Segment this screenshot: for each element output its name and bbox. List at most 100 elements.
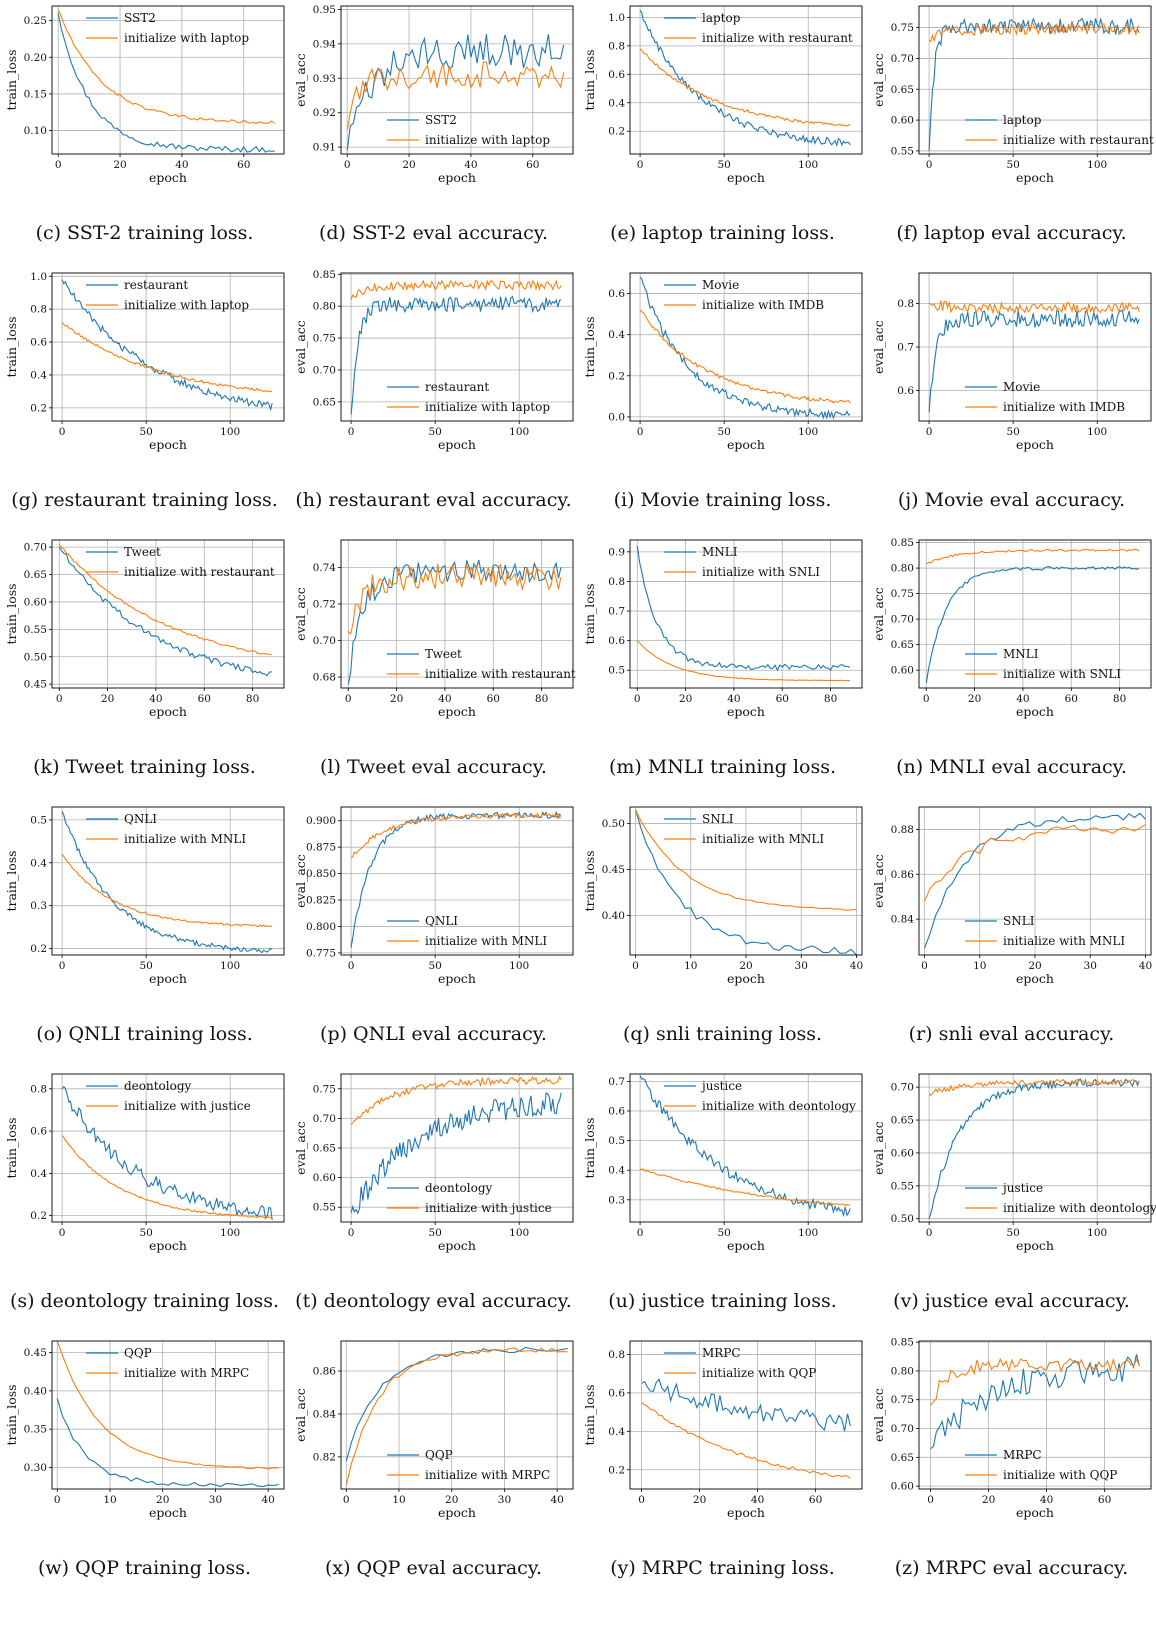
x-tick-label: 50 xyxy=(139,1227,152,1239)
series-line-0 xyxy=(923,812,1146,949)
y-axis-label: train_loss xyxy=(4,49,19,110)
y-tick-label: 0.5 xyxy=(608,1135,625,1147)
figure-caption: (j) Movie eval accuracy. xyxy=(867,489,1156,511)
figure-caption: (m) MNLI training loss. xyxy=(578,756,867,778)
y-tick-label: 0.65 xyxy=(313,1143,336,1155)
x-tick-label: 0 xyxy=(343,1494,350,1506)
y-tick-label: 0.6 xyxy=(608,1106,625,1118)
figure-caption: (g) restaurant training loss. xyxy=(0,489,289,511)
caption-text: MNLI training loss. xyxy=(647,756,837,778)
chart-panel-j: 0 50 100 0.6 0.7 0.8 epoch eval_acc Movie initial… xyxy=(867,267,1156,547)
x-axis-label: epoch xyxy=(438,704,476,719)
legend-label: QQP xyxy=(124,1346,152,1360)
y-tick-label: 0.68 xyxy=(313,672,336,684)
y-tick-label: 0.86 xyxy=(891,869,915,881)
x-tick-label: 40 xyxy=(1139,960,1152,972)
figure-caption: (n) MNLI eval accuracy. xyxy=(867,756,1156,778)
y-tick-label: 0.72 xyxy=(313,598,336,610)
caption-text: deontology training loss. xyxy=(40,1290,280,1312)
y-tick-label: 0.80 xyxy=(313,301,336,313)
plot-frame xyxy=(51,806,285,956)
chart-svg: 0 20 40 60 0.10 0.15 0.20 0.25 epoch train_loss SS… xyxy=(4,5,285,185)
y-tick-label: 0.75 xyxy=(313,1083,336,1095)
y-tick-label: 0.0 xyxy=(608,411,625,423)
caption-text: snli training loss. xyxy=(655,1023,823,1045)
legend-label: initialize with MRPC xyxy=(425,1468,550,1482)
y-tick-label: 0.60 xyxy=(891,1481,914,1493)
x-tick-label: 0 xyxy=(637,1227,644,1239)
series-line-0 xyxy=(639,1075,851,1218)
chart-svg: 0 50 100 0.2 0.4 0.6 0.8 1.0 epoch train_loss rest… xyxy=(4,271,285,452)
legend-label: initialize with restaurant xyxy=(1003,133,1154,147)
x-tick-label: 80 xyxy=(535,693,548,705)
figure-caption: (v) justice eval accuracy. xyxy=(867,1290,1156,1312)
figure-caption: (s) deontology training loss. xyxy=(0,1290,289,1312)
x-tick-label: 100 xyxy=(220,426,240,438)
caption-text: laptop eval accuracy. xyxy=(924,222,1127,244)
y-tick-label: 0.7 xyxy=(897,342,914,354)
x-tick-label: 0 xyxy=(59,1227,66,1239)
x-tick-label: 30 xyxy=(1084,960,1097,972)
y-tick-label: 0.74 xyxy=(313,562,337,574)
x-axis-label: epoch xyxy=(149,1505,187,1520)
legend-label: initialize with deontology xyxy=(1003,1201,1156,1215)
chart-svg: 0 10 20 30 40 0.82 0.84 0.86 epoch eval_acc QQP ini… xyxy=(293,1340,574,1520)
chart-svg: 0 50 100 0.65 0.70 0.75 0.80 0.85 epoch eval_accr… xyxy=(293,269,574,452)
caption-text: snli eval accuracy. xyxy=(938,1023,1115,1045)
x-tick-label: 100 xyxy=(798,426,818,438)
legend-label: QQP xyxy=(425,1448,453,1462)
caption-text: laptop training loss. xyxy=(642,222,835,244)
y-tick-label: 0.2 xyxy=(30,402,47,414)
chart-svg: 0 50 100 0.2 0.3 0.4 0.5 epoch train_loss QNLI ini… xyxy=(4,806,285,986)
x-tick-label: 100 xyxy=(1087,159,1107,171)
x-tick-label: 40 xyxy=(261,1494,274,1506)
figure-caption: (p) QNLI eval accuracy. xyxy=(289,1023,578,1045)
y-tick-label: 0.4 xyxy=(608,329,625,341)
y-tick-label: 0.91 xyxy=(313,142,336,154)
caption-label: (l) xyxy=(320,756,341,778)
x-tick-label: 40 xyxy=(1016,693,1029,705)
figure-caption: (x) QQP eval accuracy. xyxy=(289,1557,578,1579)
legend-label: initialize with restaurant xyxy=(124,565,275,579)
series-line-0 xyxy=(56,1398,279,1488)
caption-label: (v) xyxy=(893,1290,919,1312)
y-tick-label: 0.8 xyxy=(608,40,625,52)
y-tick-label: 0.92 xyxy=(313,107,336,119)
y-tick-label: 0.2 xyxy=(30,1210,47,1222)
y-axis-label: train_loss xyxy=(582,1117,597,1178)
y-tick-label: 0.7 xyxy=(608,1076,625,1088)
y-tick-label: 0.82 xyxy=(313,1451,336,1463)
chart-svg: 0 50 100 0.55 0.60 0.65 0.70 0.75 epoch eval_accd… xyxy=(293,1073,574,1253)
series-line-1 xyxy=(639,48,851,127)
plot-frame xyxy=(51,272,285,422)
y-tick-label: 0.40 xyxy=(602,910,625,922)
y-tick-label: 0.55 xyxy=(24,624,47,636)
x-tick-label: 60 xyxy=(487,693,500,705)
x-axis-label: epoch xyxy=(149,1238,187,1253)
chart-panel-w: 0 10 20 30 40 0.30 0.35 0.40 0.45 epoch train_loss… xyxy=(0,1335,289,1615)
x-tick-label: 0 xyxy=(348,1227,355,1239)
y-tick-label: 0.4 xyxy=(608,1165,625,1177)
figure-caption: (h) restaurant eval accuracy. xyxy=(289,489,578,511)
chart-panel-r: 0 10 20 30 40 0.84 0.86 0.88 epoch eval_acc SNLI in… xyxy=(867,801,1156,1081)
chart-panel-p: 0 50 100 0.775 0.800 0.825 0.850 0.875 0.900 epoc… xyxy=(289,801,578,1081)
y-tick-label: 0.85 xyxy=(891,1337,914,1349)
caption-label: (e) xyxy=(610,222,637,244)
x-tick-label: 100 xyxy=(798,1227,818,1239)
y-tick-label: 0.70 xyxy=(313,635,336,647)
series-line-1 xyxy=(928,1078,1140,1097)
y-tick-label: 0.900 xyxy=(306,815,336,827)
caption-label: (r) xyxy=(908,1023,933,1045)
x-tick-label: 40 xyxy=(149,693,162,705)
legend-label: MRPC xyxy=(702,1346,741,1360)
y-tick-label: 0.50 xyxy=(24,651,47,663)
y-tick-label: 0.88 xyxy=(891,824,914,836)
legend-label: MNLI xyxy=(702,545,738,559)
caption-text: QNLI training loss. xyxy=(68,1023,253,1045)
y-tick-label: 0.70 xyxy=(313,1113,336,1125)
y-tick-label: 0.8 xyxy=(30,1083,47,1095)
figure-caption: (d) SST-2 eval accuracy. xyxy=(289,222,578,244)
y-tick-label: 0.60 xyxy=(891,1147,914,1159)
plot-frame xyxy=(51,1340,285,1490)
y-tick-label: 0.45 xyxy=(602,864,625,876)
